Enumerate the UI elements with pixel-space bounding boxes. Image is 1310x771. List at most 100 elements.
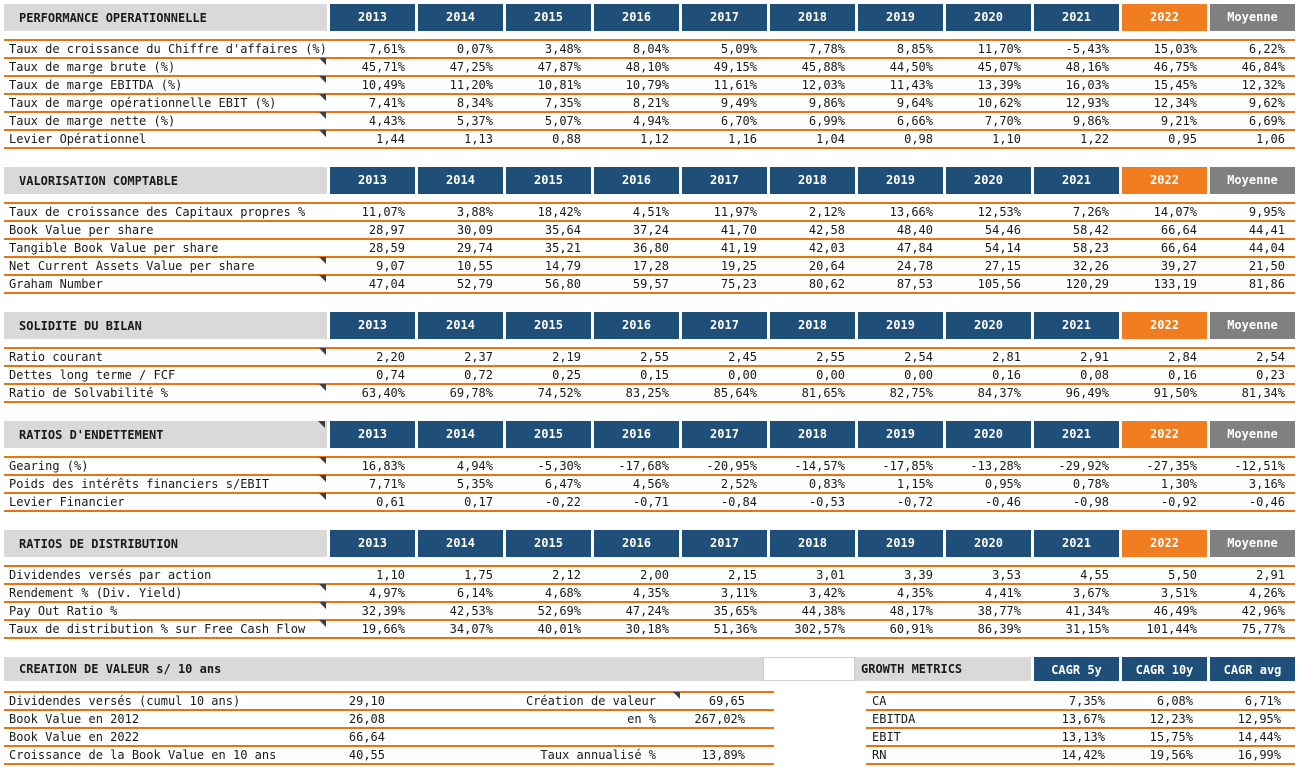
value-cell-2016[interactable]: 37,24 bbox=[632, 223, 669, 237]
value-cell-moyenne[interactable]: 44,41 bbox=[1248, 223, 1285, 237]
year-column-header[interactable]: 2022 bbox=[1119, 530, 1207, 557]
value-cell-cagr-5y[interactable]: 7,35% bbox=[1068, 694, 1105, 708]
year-column-header[interactable]: 2022 bbox=[1119, 421, 1207, 448]
value-cell-2013[interactable]: 10,49% bbox=[361, 78, 405, 92]
value-cell-2013[interactable]: 2,20 bbox=[376, 350, 405, 364]
row-label-cell[interactable]: Taux de croissance du Chiffre d'affaires… bbox=[4, 41, 327, 57]
year-column-header[interactable]: 2016 bbox=[591, 4, 679, 31]
value-cell-2020[interactable]: 12,53% bbox=[977, 205, 1021, 219]
value-cell-2013[interactable]: 0,74 bbox=[376, 368, 405, 382]
value-cell-2015[interactable]: 18,42% bbox=[537, 205, 581, 219]
value-cell-moyenne[interactable]: 42,96% bbox=[1241, 604, 1285, 618]
row-label-cell[interactable]: Taux de distribution % sur Free Cash Flo… bbox=[4, 620, 327, 637]
value-cell-2018[interactable]: 42,03 bbox=[808, 241, 845, 255]
row-label-cell[interactable]: Taux de marge nette (%) bbox=[4, 112, 327, 129]
year-column-header[interactable]: 2018 bbox=[767, 530, 855, 557]
value-cell-2019[interactable]: 3,39 bbox=[904, 568, 933, 582]
value-cell-2022[interactable]: 0,95 bbox=[1168, 132, 1197, 146]
value-cell-moyenne[interactable]: 9,95% bbox=[1248, 205, 1285, 219]
year-column-header[interactable]: 2020 bbox=[943, 4, 1031, 31]
value-cell-cagr-avg[interactable]: 12,95% bbox=[1237, 712, 1281, 726]
value-cell-2021[interactable]: 48,16% bbox=[1065, 60, 1109, 74]
value-cell-2018[interactable]: 45,88% bbox=[801, 60, 845, 74]
value-cell-moyenne[interactable]: 6,22% bbox=[1248, 42, 1285, 56]
value-cell-2017[interactable]: 49,15% bbox=[713, 60, 757, 74]
value-cell-2014[interactable]: 3,88% bbox=[456, 205, 493, 219]
value-cell-2018[interactable]: 6,99% bbox=[808, 114, 845, 128]
value-cell-2022[interactable]: -0,92 bbox=[1160, 495, 1197, 509]
value-cell-2017[interactable]: 2,45 bbox=[728, 350, 757, 364]
value-cell-2022[interactable]: 46,75% bbox=[1153, 60, 1197, 74]
value-cell-2019[interactable]: 11,43% bbox=[889, 78, 933, 92]
value-cell-2013[interactable]: 32,39% bbox=[361, 604, 405, 618]
value-cell-2015[interactable]: 6,47% bbox=[544, 477, 581, 491]
value-cell-2016[interactable]: 48,10% bbox=[625, 60, 669, 74]
value-cell-2013[interactable]: 19,66% bbox=[361, 622, 405, 636]
year-column-header[interactable]: 2019 bbox=[855, 312, 943, 339]
value-cell-2017[interactable]: 3,11% bbox=[720, 586, 757, 600]
year-column-header[interactable]: Moyenne bbox=[1207, 421, 1295, 448]
value-cell-2018[interactable]: 81,65% bbox=[801, 386, 845, 400]
row-label-cell[interactable]: Taux de marge opérationnelle EBIT (%) bbox=[4, 94, 327, 111]
value-cell-2017[interactable]: 41,70 bbox=[720, 223, 757, 237]
value-cell-2020[interactable]: 54,14 bbox=[984, 241, 1021, 255]
value-cell-cagr-avg[interactable]: 14,44% bbox=[1237, 730, 1281, 744]
value-cell-2019[interactable]: 4,35% bbox=[896, 586, 933, 600]
value-cell-2013[interactable]: 1,10 bbox=[376, 568, 405, 582]
value-cell-2020[interactable]: -13,28% bbox=[970, 459, 1021, 473]
value-cell-2021[interactable]: 2,91 bbox=[1080, 350, 1109, 364]
value-cell-2020[interactable]: 1,10 bbox=[992, 132, 1021, 146]
year-column-header[interactable]: 2014 bbox=[415, 4, 503, 31]
value-cell-2017[interactable]: 85,64% bbox=[713, 386, 757, 400]
value-cell-2021[interactable]: 120,29 bbox=[1065, 277, 1109, 291]
value-cell-2021[interactable]: 0,08 bbox=[1080, 368, 1109, 382]
value-cell-2015[interactable]: 35,21 bbox=[544, 241, 581, 255]
value-cell-2013[interactable]: 4,43% bbox=[368, 114, 405, 128]
value-cell-2018[interactable]: 3,42% bbox=[808, 586, 845, 600]
year-column-header[interactable]: 2021 bbox=[1031, 312, 1119, 339]
value-cell-2019[interactable]: 44,50% bbox=[889, 60, 933, 74]
year-column-header[interactable]: 2021 bbox=[1031, 530, 1119, 557]
value-cell-2021[interactable]: 16,03% bbox=[1065, 78, 1109, 92]
value-cell-2021[interactable]: 1,22 bbox=[1080, 132, 1109, 146]
value-cell-cagr-10y[interactable]: 12,23% bbox=[1149, 712, 1193, 726]
year-column-header[interactable]: 2019 bbox=[855, 4, 943, 31]
value-cell-2017[interactable]: 6,70% bbox=[720, 114, 757, 128]
value-cell-moyenne[interactable]: 3,16% bbox=[1248, 477, 1285, 491]
row-label[interactable]: RN bbox=[872, 748, 887, 762]
section-title-cell[interactable]: VALORISATION COMPTABLE bbox=[4, 167, 327, 194]
value-cell-2018[interactable]: 12,03% bbox=[801, 78, 845, 92]
value-cell-2013[interactable]: 7,71% bbox=[368, 477, 405, 491]
cagr-column-header[interactable]: CAGR 10y bbox=[1119, 657, 1207, 681]
value-cell-2021[interactable]: 9,86% bbox=[1072, 114, 1109, 128]
value-cell-2019[interactable]: 87,53 bbox=[896, 277, 933, 291]
value-cell-2019[interactable]: 48,17% bbox=[889, 604, 933, 618]
row-label-cell[interactable]: Ratio de Solvabilité % bbox=[4, 384, 327, 401]
value-cell-2016[interactable]: 1,12 bbox=[640, 132, 669, 146]
value-cell-2017[interactable]: 5,09% bbox=[720, 42, 757, 56]
value-cell-2022[interactable]: 14,07% bbox=[1153, 205, 1197, 219]
value-cell-2020[interactable]: 54,46 bbox=[984, 223, 1021, 237]
value-cell-2013[interactable]: 7,61% bbox=[368, 42, 405, 56]
value-cell-2015[interactable]: 52,69% bbox=[537, 604, 581, 618]
value-cell-2016[interactable]: 59,57 bbox=[632, 277, 669, 291]
year-column-header[interactable]: 2014 bbox=[415, 312, 503, 339]
row-label-cell[interactable]: Tangible Book Value per share bbox=[4, 240, 327, 256]
value-cell-2017[interactable]: -0,84 bbox=[720, 495, 757, 509]
year-column-header[interactable]: 2022 bbox=[1119, 4, 1207, 31]
value-cell-2013[interactable]: 11,07% bbox=[361, 205, 405, 219]
value-cell-2014[interactable]: 52,79 bbox=[456, 277, 493, 291]
value-cell-2022[interactable]: 12,34% bbox=[1153, 96, 1197, 110]
value-cell-2021[interactable]: 58,42 bbox=[1072, 223, 1109, 237]
value-cell-cagr-10y[interactable]: 15,75% bbox=[1149, 730, 1193, 744]
value-cell-2014[interactable]: 69,78% bbox=[449, 386, 493, 400]
value-cell-2019[interactable]: 6,66% bbox=[896, 114, 933, 128]
value-cell-2014[interactable]: 29,74 bbox=[456, 241, 493, 255]
value-cell-2018[interactable]: 302,57% bbox=[794, 622, 845, 636]
value-cell-2021[interactable]: 41,34% bbox=[1065, 604, 1109, 618]
value-cell-2017[interactable]: 51,36% bbox=[713, 622, 757, 636]
row-label-cell[interactable]: Levier Financier bbox=[4, 493, 327, 510]
value-cell-cagr-5y[interactable]: 13,13% bbox=[1061, 730, 1105, 744]
value-cell-2016[interactable]: 47,24% bbox=[625, 604, 669, 618]
value-cell-2014[interactable]: 11,20% bbox=[449, 78, 493, 92]
